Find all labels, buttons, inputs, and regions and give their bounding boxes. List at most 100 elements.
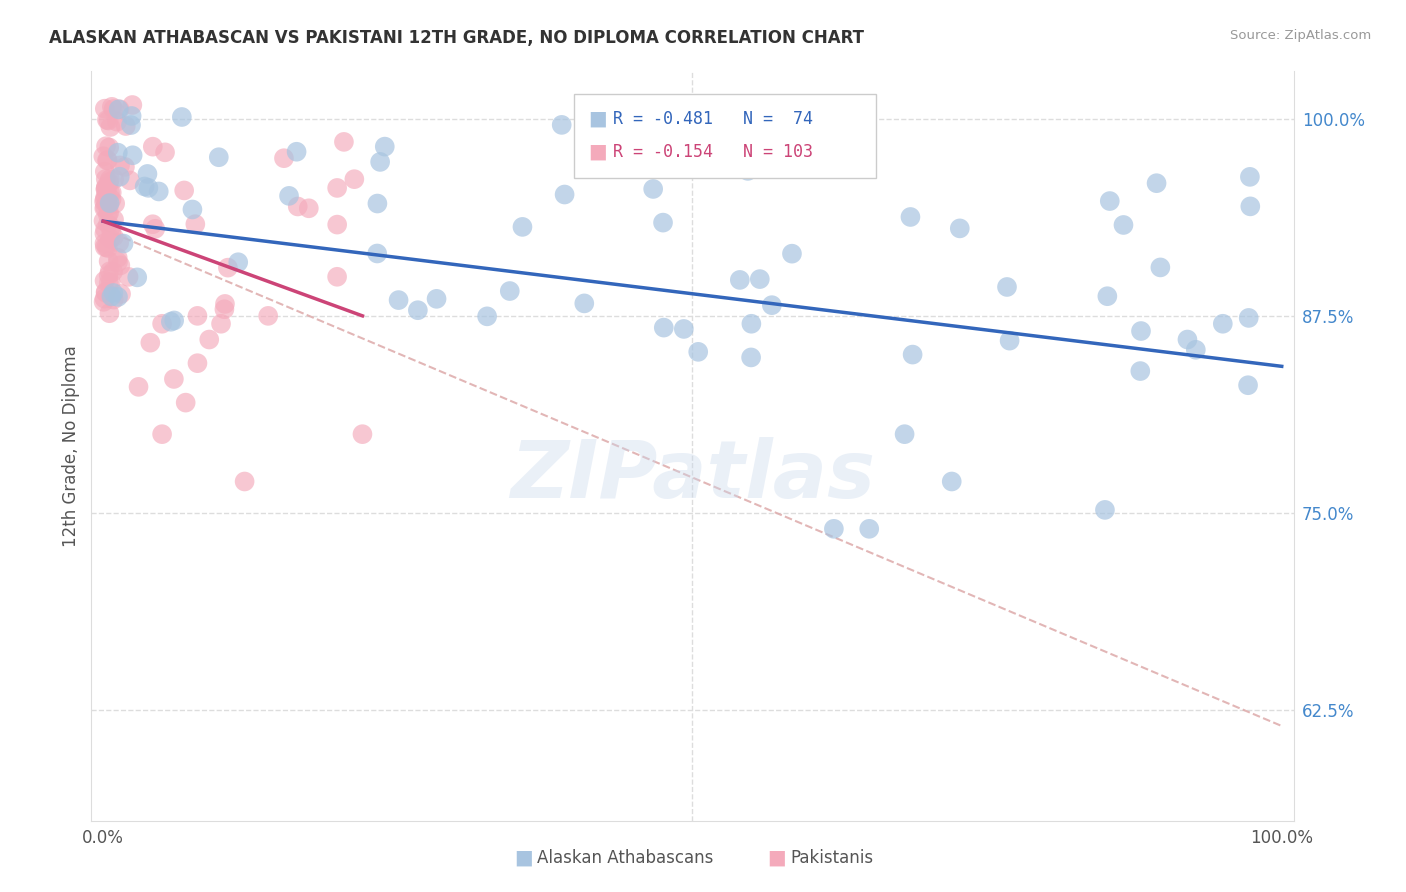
- Point: [163, 313, 186, 327]
- Point: [100, 120, 122, 134]
- Point: [658, 161, 681, 175]
- Point: [98, 140, 121, 154]
- Point: [233, 475, 256, 489]
- Text: ▪: ▪: [588, 137, 609, 166]
- Point: [97, 217, 120, 231]
- Point: [96, 240, 118, 254]
- Point: [333, 135, 356, 149]
- Point: [352, 427, 374, 442]
- Point: [94, 285, 117, 300]
- Text: R = -0.481   N =  74: R = -0.481 N = 74: [613, 110, 813, 128]
- Point: [551, 118, 574, 132]
- Point: [94, 102, 117, 116]
- Point: [181, 202, 204, 217]
- Point: [142, 217, 165, 231]
- Point: [100, 186, 122, 200]
- Point: [941, 475, 963, 489]
- Point: [101, 265, 124, 279]
- Point: [512, 219, 534, 234]
- Point: [127, 270, 149, 285]
- Point: [138, 181, 160, 195]
- Point: [93, 292, 115, 306]
- Point: [780, 246, 803, 260]
- Point: [94, 172, 117, 186]
- Text: ALASKAN ATHABASCAN VS PAKISTANI 12TH GRADE, NO DIPLOMA CORRELATION CHART: ALASKAN ATHABASCAN VS PAKISTANI 12TH GRA…: [49, 29, 865, 46]
- Point: [100, 225, 122, 239]
- Point: [148, 185, 170, 199]
- Point: [995, 280, 1018, 294]
- Point: [96, 153, 118, 168]
- Point: [93, 274, 115, 288]
- Point: [170, 110, 193, 124]
- Point: [97, 268, 120, 283]
- Point: [740, 351, 762, 365]
- Point: [93, 294, 115, 309]
- Point: [104, 196, 127, 211]
- Point: [900, 210, 922, 224]
- Point: [94, 285, 117, 299]
- Point: [103, 230, 125, 244]
- Point: [652, 216, 675, 230]
- Point: [186, 356, 208, 370]
- Point: [949, 221, 972, 235]
- Text: ZIPatlas: ZIPatlas: [510, 437, 875, 515]
- Point: [1112, 218, 1135, 232]
- Point: [499, 284, 522, 298]
- Point: [110, 259, 132, 273]
- Point: [93, 227, 115, 241]
- Point: [97, 199, 120, 213]
- Point: [278, 189, 301, 203]
- Point: [94, 139, 117, 153]
- Point: [118, 173, 141, 187]
- Point: [103, 102, 125, 116]
- Point: [184, 217, 207, 231]
- Point: [273, 151, 295, 165]
- Point: [110, 287, 132, 301]
- Point: [97, 113, 120, 128]
- Point: [326, 181, 349, 195]
- Point: [143, 222, 166, 236]
- Point: [1177, 333, 1199, 347]
- Point: [326, 269, 349, 284]
- Point: [858, 522, 880, 536]
- Point: [343, 172, 366, 186]
- Point: [98, 306, 121, 320]
- Point: [1239, 199, 1261, 213]
- Point: [96, 182, 118, 196]
- Point: [94, 190, 117, 204]
- Point: [150, 317, 173, 331]
- Point: [1094, 503, 1116, 517]
- Point: [94, 180, 117, 194]
- Point: [173, 183, 195, 197]
- Point: [163, 372, 186, 386]
- Point: [1129, 364, 1152, 378]
- Point: [1237, 378, 1260, 392]
- Point: [214, 297, 236, 311]
- Point: [105, 114, 128, 128]
- Point: [217, 260, 239, 275]
- Point: [1146, 176, 1168, 190]
- Point: [643, 182, 665, 196]
- Point: [98, 172, 121, 186]
- Point: [134, 179, 156, 194]
- Point: [107, 290, 129, 304]
- Point: [672, 322, 695, 336]
- Point: [688, 344, 710, 359]
- Point: [101, 100, 124, 114]
- Point: [214, 302, 236, 317]
- Point: [100, 289, 122, 303]
- Point: [761, 298, 783, 312]
- Point: [100, 220, 122, 235]
- Point: [114, 160, 136, 174]
- Point: [1149, 260, 1171, 275]
- Point: [748, 272, 770, 286]
- Point: [120, 118, 142, 132]
- Point: [108, 102, 131, 116]
- Point: [366, 196, 388, 211]
- Point: [737, 164, 759, 178]
- Point: [209, 317, 232, 331]
- Point: [93, 240, 115, 254]
- Point: [387, 293, 409, 307]
- Point: [198, 333, 221, 347]
- Point: [475, 310, 498, 324]
